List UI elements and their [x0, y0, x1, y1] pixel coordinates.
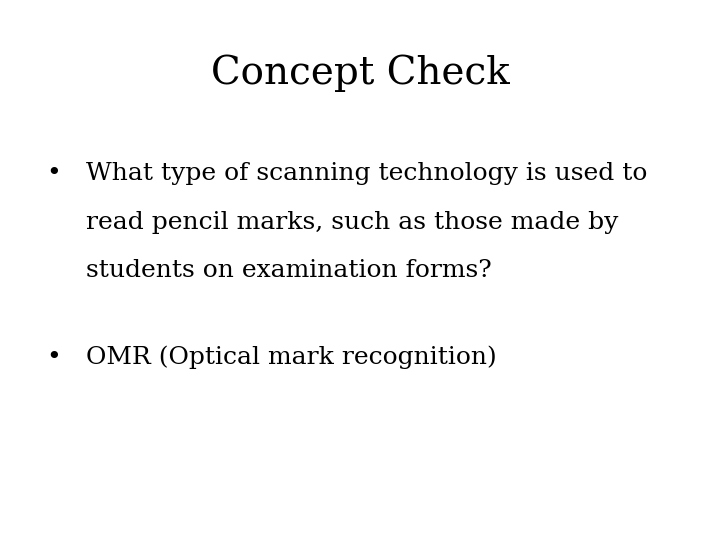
- Text: What type of scanning technology is used to: What type of scanning technology is used…: [86, 162, 648, 185]
- Text: students on examination forms?: students on examination forms?: [86, 259, 492, 282]
- Text: •: •: [47, 162, 61, 185]
- Text: OMR (Optical mark recognition): OMR (Optical mark recognition): [86, 346, 497, 369]
- Text: Concept Check: Concept Check: [211, 54, 509, 91]
- Text: •: •: [47, 346, 61, 369]
- Text: read pencil marks, such as those made by: read pencil marks, such as those made by: [86, 211, 618, 234]
